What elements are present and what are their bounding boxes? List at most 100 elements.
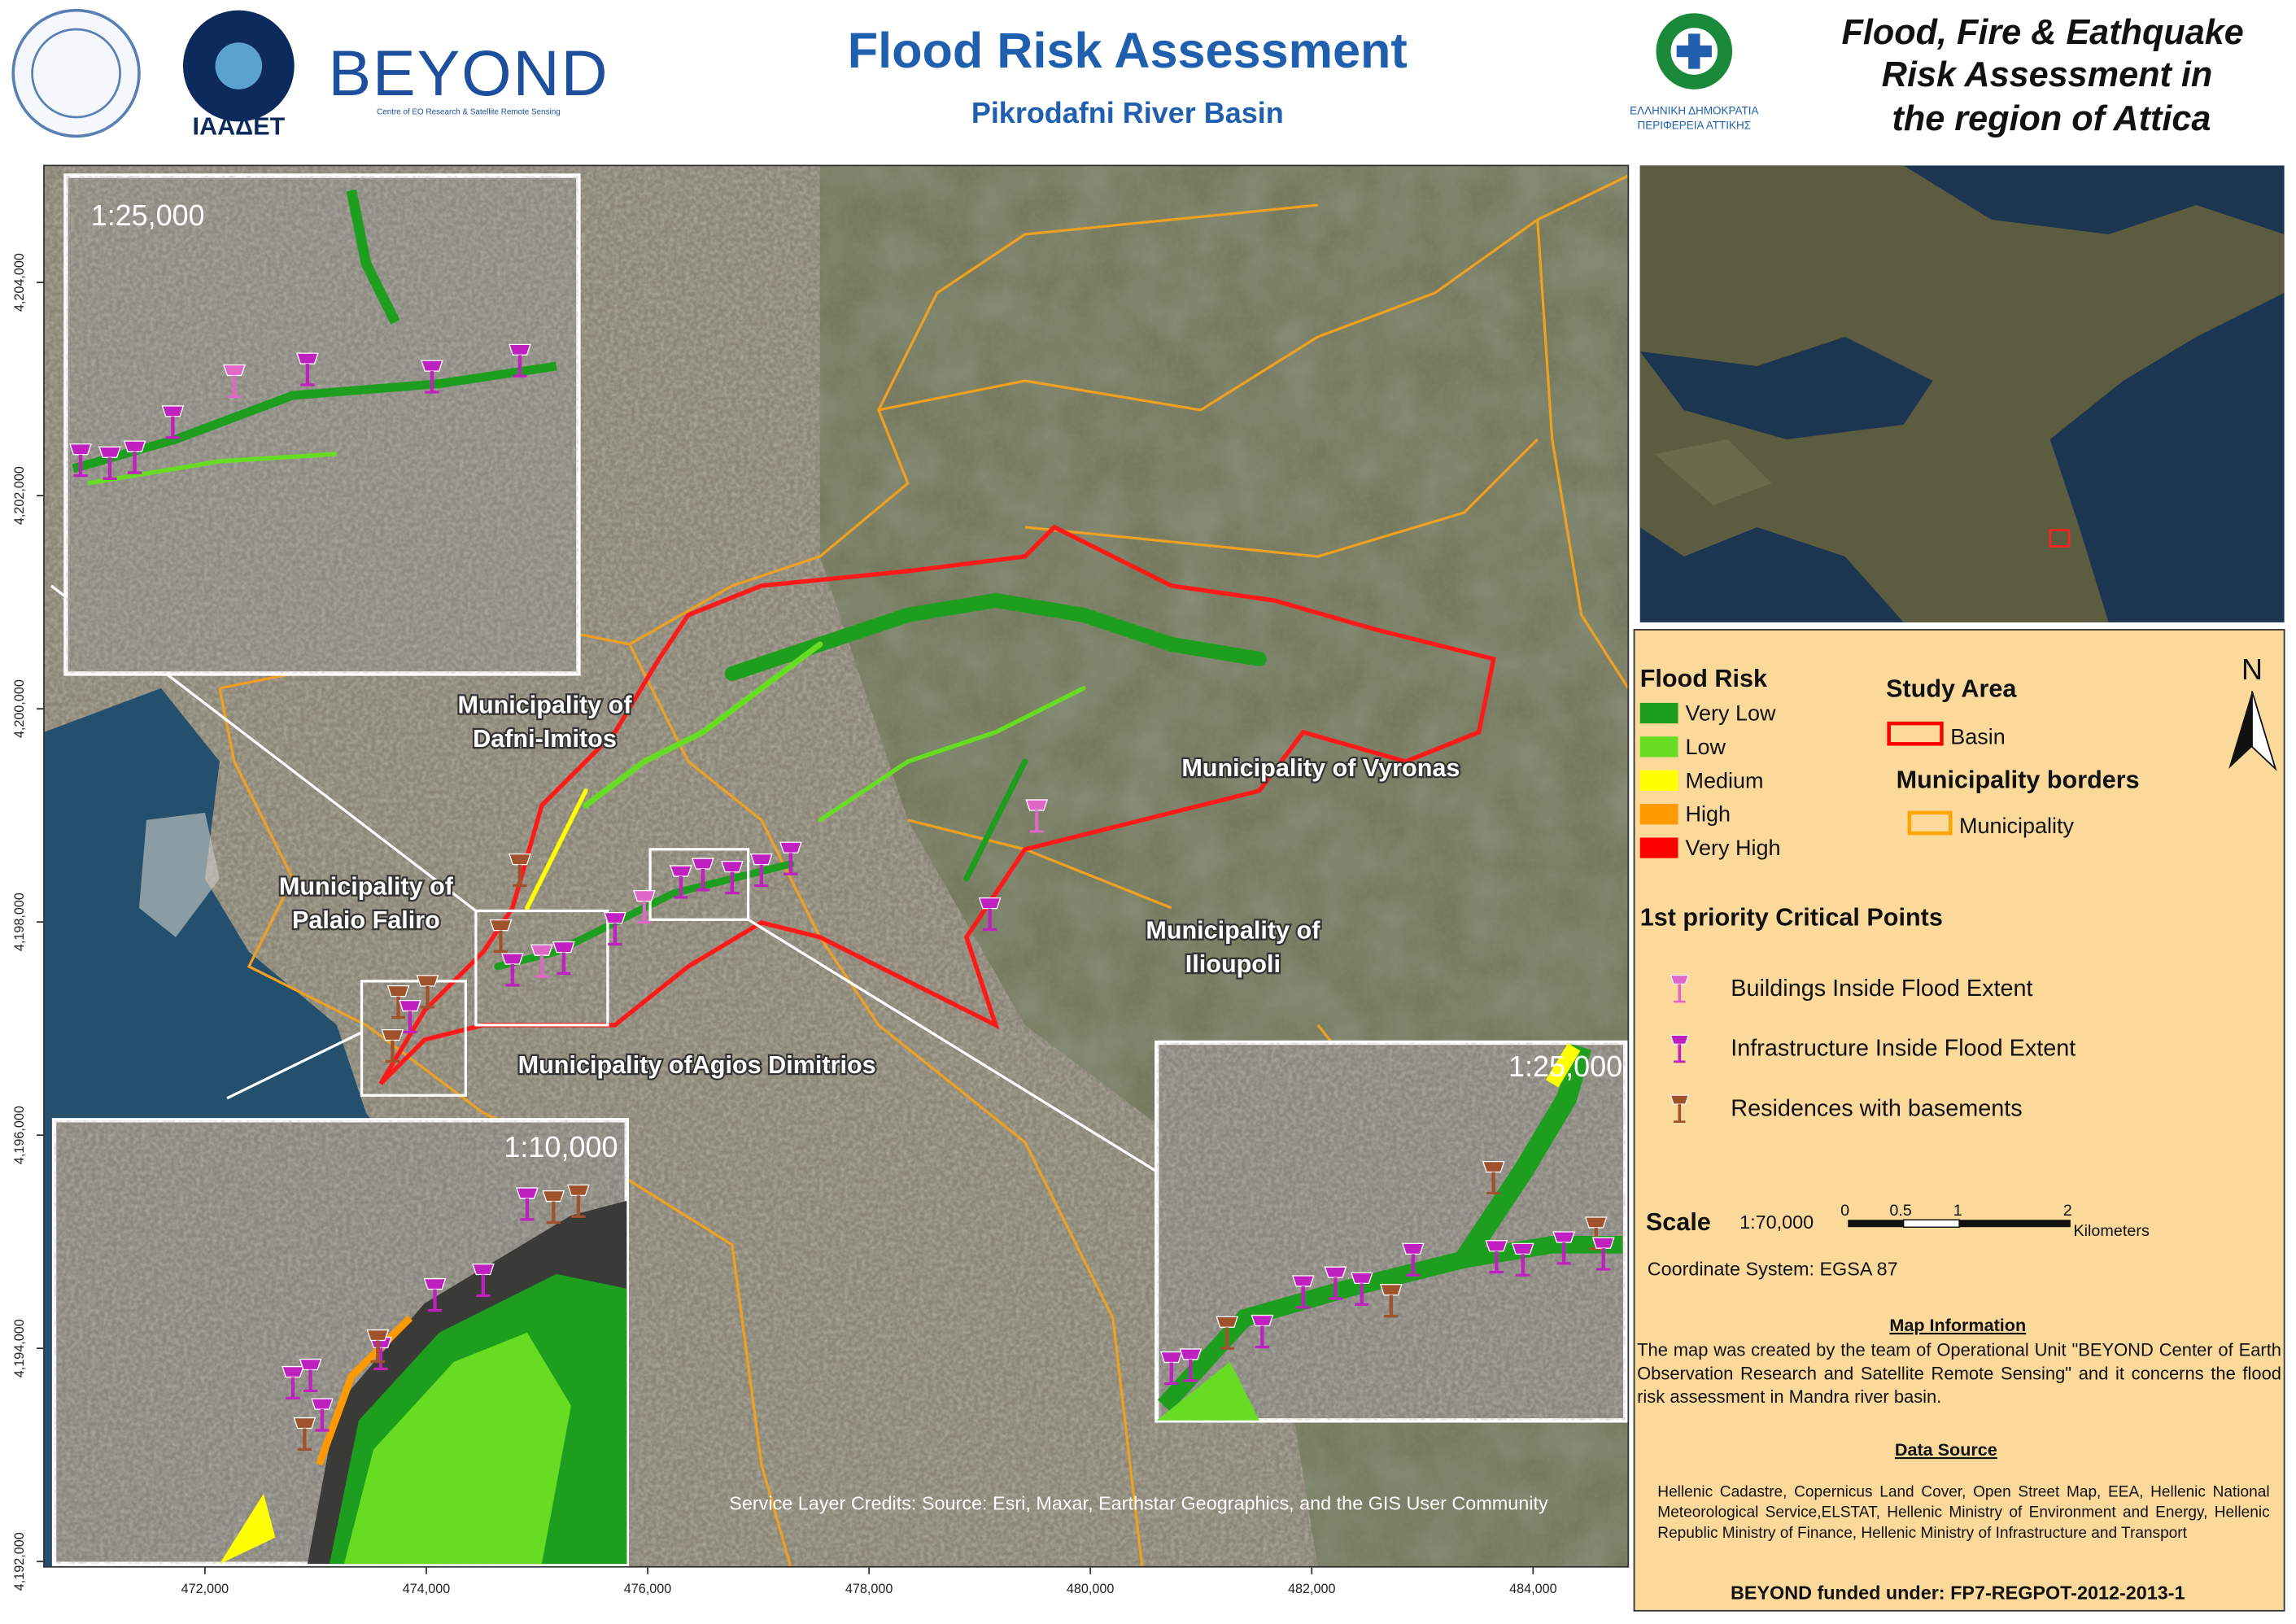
pin-head (530, 944, 553, 956)
pin-head (779, 841, 802, 853)
north-arrow (2251, 691, 2277, 771)
pin-head (421, 360, 443, 372)
pin-head (296, 352, 319, 365)
pin (1291, 1275, 1315, 1309)
pin (1251, 1314, 1274, 1349)
pin-head (123, 440, 146, 452)
y-tick-label: 4,192,000 (12, 1532, 27, 1591)
pin-head (299, 1358, 322, 1371)
y-tick-label: 4,204,000 (12, 253, 27, 312)
pin (293, 1417, 316, 1452)
pin (509, 853, 531, 888)
scale-mark: 1 (1953, 1202, 1962, 1220)
pin (69, 443, 92, 478)
overview-island (1654, 439, 1772, 505)
pin (542, 1190, 565, 1225)
pin (1591, 1237, 1615, 1271)
pin (604, 911, 626, 946)
pin (1670, 975, 1689, 1003)
y-tick-label: 4,196,000 (12, 1106, 27, 1164)
pin (670, 865, 692, 899)
pin-head (416, 975, 439, 987)
pin (779, 841, 802, 875)
x-tick-label: 484,000 (1509, 1582, 1557, 1596)
legend: Flood Risk Study Area Basin Municipality… (1633, 629, 2285, 1612)
pin (1670, 1094, 1689, 1123)
pin-head (98, 446, 121, 458)
legend-heading: Municipality borders (1897, 766, 2140, 793)
municipality-label: Municipality of (457, 692, 632, 719)
x-tick-label: 474,000 (403, 1582, 451, 1596)
legend-label: Low (1686, 735, 1726, 759)
legend-swatch (1907, 810, 1953, 836)
logo-text: BEYOND (328, 37, 609, 109)
emblem-cross (1676, 45, 1712, 58)
pin-head (633, 889, 656, 902)
pin (423, 1277, 447, 1312)
pin (1324, 1266, 1347, 1300)
map-info-title: Map Information (1889, 1315, 2026, 1335)
pin-head (161, 405, 185, 417)
inset-flood (1156, 1361, 1259, 1421)
pin (552, 941, 575, 976)
pin-head (1482, 1160, 1505, 1173)
pin (1670, 1034, 1689, 1063)
pin-head (516, 1187, 539, 1199)
pin (1179, 1348, 1203, 1382)
pin-head (1251, 1314, 1274, 1327)
scale-mark: 2 (2063, 1202, 2072, 1220)
pin (1552, 1231, 1575, 1265)
municipality-label: Municipality of (279, 873, 454, 901)
municipality-label: Municipality of (1146, 917, 1320, 945)
legend-heading: Study Area (1886, 675, 2017, 703)
pin-head (1591, 1237, 1615, 1249)
project-title: the region of Attica (1892, 99, 2211, 138)
legend-swatch (1639, 837, 1678, 858)
municipality-label: Palaio Faliro (292, 906, 440, 934)
header: ΙΑΑΔΕΤ BEYOND Centre of EO Research & Sa… (11, 8, 2244, 141)
pin (223, 364, 246, 399)
pin-head (567, 1184, 590, 1197)
critical-point-pins (69, 343, 1615, 1452)
pin (501, 953, 524, 987)
x-tick-label: 476,000 (624, 1582, 672, 1596)
pin-head (670, 865, 692, 877)
pin (98, 446, 121, 480)
inset-texture (65, 176, 578, 674)
pin-head (1216, 1316, 1239, 1328)
pin-head (423, 1277, 447, 1290)
x-tick-label: 482,000 (1288, 1582, 1336, 1596)
inset-scale: 1:25,000 (91, 199, 205, 232)
pin-head (1159, 1351, 1183, 1364)
pin-head (223, 364, 246, 377)
region-text: ΠΕΡΙΦΕΡΕΙΑ ΑΤΤΙΚΗΣ (1638, 119, 1752, 131)
inset-flood (343, 1332, 571, 1565)
pin-head (501, 953, 524, 965)
pin (1350, 1272, 1373, 1306)
x-tick-label: 478,000 (845, 1582, 893, 1596)
data-source: Hellenic Cadastre, Copernicus Land Cover… (1657, 1483, 2270, 1543)
y-tick-label: 4,202,000 (12, 466, 27, 525)
y-tick-label: 4,194,000 (12, 1319, 27, 1377)
pin (530, 944, 553, 978)
pin (489, 919, 513, 954)
legend-label: Residences with basements (1731, 1095, 2022, 1121)
municipality-label: Municipality of Vyronas (1181, 754, 1460, 782)
title: Flood Risk Assessment (848, 23, 1408, 78)
inset-scale: 1:10,000 (504, 1130, 618, 1163)
pin-head (311, 1398, 334, 1410)
pin (472, 1263, 495, 1298)
credits: Service Layer Credits: Source: Esri, Max… (729, 1491, 1548, 1514)
pin (311, 1398, 334, 1432)
legend-label: High (1686, 802, 1731, 827)
project-title: Flood, Fire & Eathquake (1841, 13, 2243, 52)
scale-bar (1959, 1220, 2071, 1228)
legend-label: Basin (1950, 724, 2006, 749)
pin-head (1511, 1242, 1534, 1255)
pin-head (472, 1263, 495, 1276)
logo-iaadet-glow (215, 42, 263, 89)
pin-head (750, 853, 773, 866)
pin (399, 999, 421, 1034)
x-tick-label: 480,000 (1067, 1582, 1115, 1596)
pin-head (1552, 1231, 1575, 1243)
